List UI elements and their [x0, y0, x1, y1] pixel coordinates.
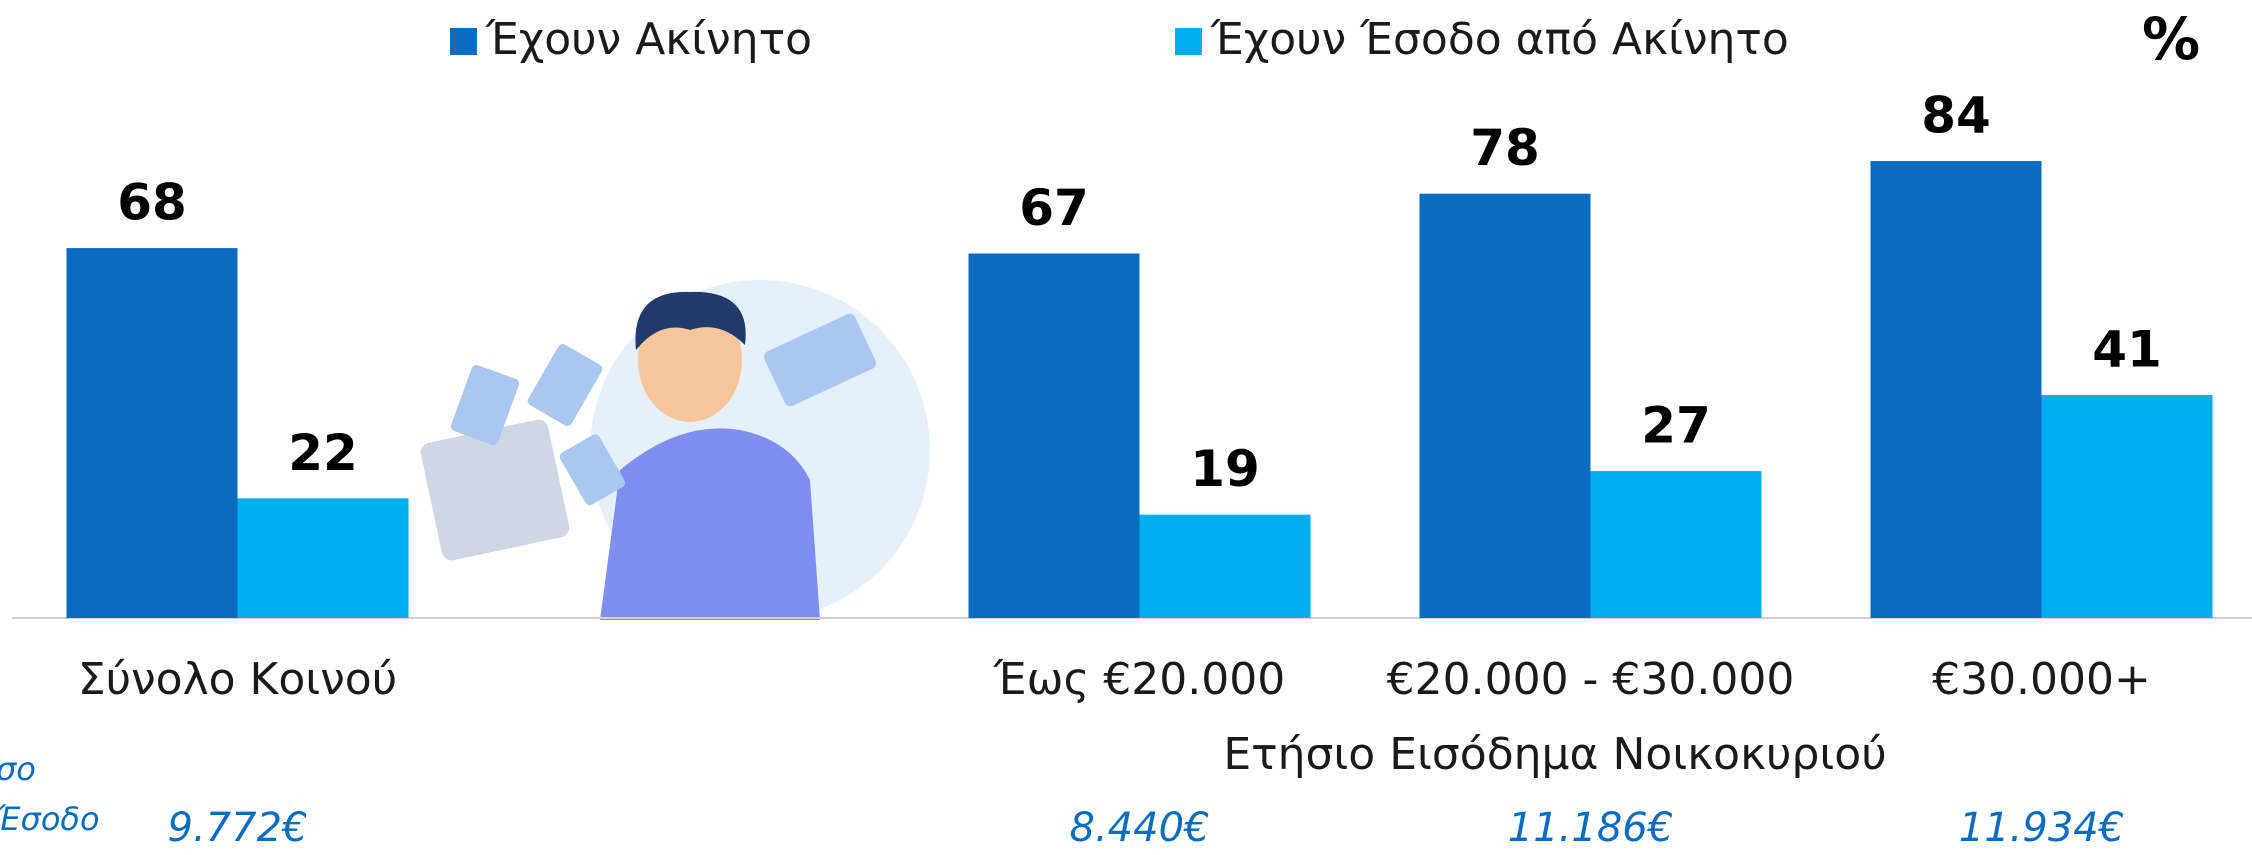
- income-label: 9.772€: [168, 805, 308, 851]
- legend-swatch: [450, 28, 477, 55]
- value-label: 78: [1470, 119, 1540, 177]
- value-label: 27: [1641, 397, 1711, 455]
- value-label: 84: [1921, 87, 1991, 145]
- x-tick-label: €20.000 - €30.000: [1387, 654, 1795, 705]
- income-note: σο: [0, 750, 36, 788]
- value-label: 41: [2092, 320, 2162, 378]
- legend-label: Έχουν Ακίνητο: [485, 14, 812, 65]
- illustration: [420, 280, 930, 620]
- x-tick-label: Σύνολο Κοινού: [78, 654, 397, 705]
- bar: [237, 498, 409, 618]
- unit-label: %: [2142, 5, 2200, 73]
- x-tick-label: €30.000+: [1932, 654, 2151, 705]
- value-label: 19: [1190, 440, 1260, 498]
- income-note: Έσοδο: [0, 800, 100, 838]
- x-axis-title: Ετήσιο Εισόδημα Νοικοκυριού: [1223, 729, 1886, 780]
- income-label: 11.186€: [1508, 805, 1673, 851]
- value-label: 67: [1019, 179, 1089, 237]
- value-label: 22: [288, 424, 358, 482]
- bar: [1139, 514, 1311, 618]
- legend-swatch: [1175, 28, 1202, 55]
- bar: [1870, 161, 2042, 619]
- bar: [66, 248, 238, 618]
- income-label: 11.934€: [1959, 805, 2124, 851]
- bar: [2041, 394, 2213, 618]
- income-label: 8.440€: [1070, 805, 1210, 851]
- legend-label: Έχουν Έσοδο από Ακίνητο: [1210, 14, 1789, 65]
- value-label: 68: [117, 174, 187, 232]
- bar: [1590, 471, 1762, 618]
- x-tick-label: Έως €20.000: [993, 654, 1285, 705]
- bar: [1419, 193, 1591, 618]
- bar: [968, 253, 1140, 618]
